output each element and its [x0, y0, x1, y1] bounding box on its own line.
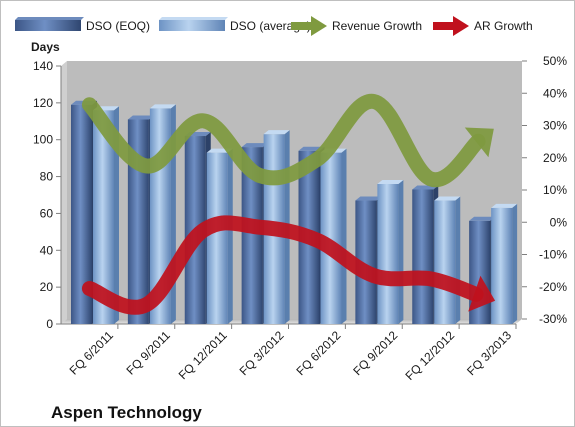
y-tick-label: 100	[33, 133, 53, 147]
legend-label: DSO (EOQ)	[86, 19, 150, 33]
bar-side	[512, 203, 518, 324]
x-tick-label: FQ 12/2011	[176, 328, 230, 382]
revenue-growth-series	[81, 93, 494, 188]
bar-dso-average	[377, 179, 404, 324]
legend-swatch	[159, 20, 225, 31]
y2-tick-label: 10%	[543, 183, 567, 197]
y2-tick-label: 20%	[543, 151, 567, 165]
legend-item-revenue-growth: Revenue Growth	[291, 16, 422, 36]
x-axis-ticks: FQ 6/2011 FQ 9/2011 FQ 12/2011 FQ 3/2012 FQ …	[67, 324, 517, 383]
bar-face	[377, 183, 399, 324]
x-tick-label: FQ 6/2012	[294, 328, 344, 378]
bar-top	[377, 179, 404, 184]
bar-side	[114, 106, 119, 324]
legend-swatch-arrow	[453, 16, 469, 36]
y2-tick-label: -20%	[539, 280, 567, 294]
lines-layer	[81, 93, 496, 315]
bar-face	[241, 147, 263, 324]
bar-face	[93, 110, 114, 324]
bar-top	[469, 216, 496, 221]
legend-item-ar-growth: AR Growth	[433, 16, 533, 36]
y-axis-ticks: 0 20 40 60 80 100 120 140	[33, 59, 61, 331]
y-tick-label: 0	[46, 317, 53, 331]
y-tick-label: 20	[40, 280, 54, 294]
legend-swatch	[15, 20, 81, 31]
bar-top	[149, 104, 176, 109]
bar-top	[491, 203, 518, 208]
legend-label: AR Growth	[474, 19, 533, 33]
ar-growth-arrowhead	[468, 275, 496, 312]
chart-title: Aspen Technology	[51, 403, 202, 422]
y2-axis-ticks: -30% -20% -10% 0% 10% 20% 30% 40% 50%	[522, 54, 567, 326]
legend-item-dso-average-: DSO (average)	[159, 17, 311, 33]
bar-side	[341, 148, 347, 324]
bar-side	[227, 148, 233, 324]
bar-dso-average	[434, 196, 461, 324]
x-tick-label: FQ 6/2011	[67, 328, 117, 378]
bar-top	[434, 196, 461, 201]
bar-side	[455, 196, 461, 324]
legend-label: DSO (average)	[230, 19, 311, 33]
bar-top	[127, 115, 154, 120]
bar-top	[241, 143, 268, 148]
bar-dso-average	[93, 106, 119, 324]
ar-growth-line	[81, 215, 484, 315]
bar-face	[355, 200, 377, 324]
x-tick-label: FQ 3/2012	[237, 328, 287, 378]
bar-dso-average	[206, 148, 233, 324]
bar-face	[206, 152, 228, 324]
x-tick-label: FQ 9/2011	[124, 328, 174, 378]
bar-side	[398, 179, 404, 324]
x-tick-label: FQ 3/2013	[464, 328, 514, 378]
ar-growth-series	[81, 215, 496, 315]
revenue-growth-arrowhead	[464, 127, 494, 158]
y2-tick-label: 30%	[543, 119, 567, 133]
bar-dso-average	[491, 203, 518, 324]
y-tick-label: 80	[40, 170, 54, 184]
y-tick-label: 60	[40, 206, 54, 220]
y2-tick-label: 50%	[543, 54, 567, 68]
bar-face	[320, 152, 342, 324]
y2-tick-label: 40%	[543, 86, 567, 100]
y-axis-title: Days	[31, 40, 60, 54]
x-tick-label: FQ 12/2012	[403, 328, 458, 383]
y2-tick-label: -30%	[539, 312, 567, 326]
y2-tick-label: 0%	[550, 215, 568, 229]
legend-swatch-top	[15, 17, 84, 20]
bar-face	[71, 104, 92, 324]
legend-item-dso-eoq-: DSO (EOQ)	[15, 17, 150, 33]
legend-swatch-top	[159, 17, 228, 20]
bar-top	[355, 196, 382, 201]
y-tick-label: 40	[40, 243, 54, 257]
legend-swatch-arrow	[311, 16, 327, 36]
bar-face	[491, 207, 513, 324]
revenue-growth-line	[81, 93, 486, 188]
y-tick-label: 140	[33, 59, 53, 73]
legend-label: Revenue Growth	[332, 19, 422, 33]
x-tick-label: FQ 9/2012	[350, 328, 400, 378]
plot-side-wall	[61, 61, 67, 324]
bar-face	[412, 189, 434, 324]
plot-floor	[61, 319, 522, 324]
legend: DSO (EOQ) DSO (average) Revenue Growth AR G…	[15, 16, 533, 36]
y2-tick-label: -10%	[539, 248, 567, 262]
bar-face	[434, 200, 456, 324]
bar-top	[263, 130, 290, 135]
y-tick-label: 120	[33, 96, 53, 110]
